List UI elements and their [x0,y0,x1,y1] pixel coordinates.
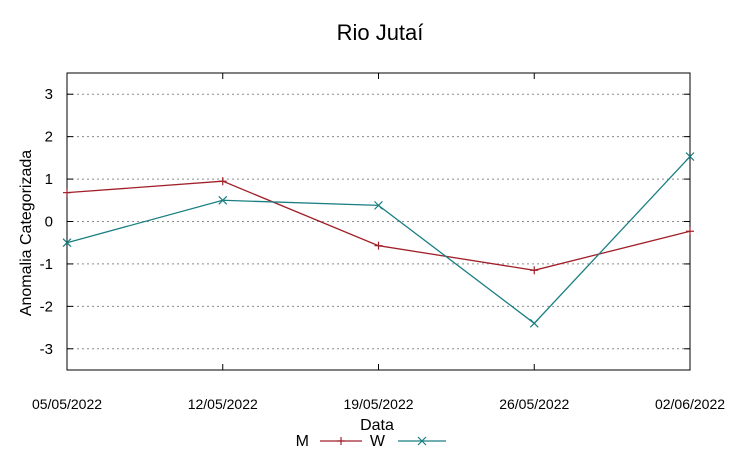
x-tick-label: 05/05/2022 [32,396,102,412]
y-axis-label: Anomalia Categorizada [18,150,35,316]
cross-marker [218,195,228,205]
y-tick-label: 1 [45,171,53,188]
y-axis-ticks: 3 2 1 0 -1 -2 -3 [40,86,690,358]
legend-item-m: M [296,433,362,450]
plus-marker [530,266,539,275]
grid-lines [67,93,690,350]
y-tick-label: -3 [40,341,53,358]
plus-marker [63,188,71,197]
cross-marker [62,238,72,248]
cross-marker [529,318,539,328]
y-tick-label: -2 [40,298,53,315]
x-tick-label: 26/05/2022 [499,396,569,412]
x-tick-label: 19/05/2022 [343,396,413,412]
plus-marker [686,227,694,236]
cross-marker [685,152,695,162]
y-tick-label: -1 [40,256,53,273]
x-tick-label: 12/05/2022 [188,396,258,412]
chart-title: Rio Jutaí [337,20,424,45]
cross-marker [417,436,427,446]
legend-label: W [370,433,386,450]
series-w [62,152,695,328]
cross-marker [374,200,383,210]
y-tick-label: 0 [45,214,53,231]
series-lines [62,152,695,328]
y-tick-label: 2 [45,129,53,146]
plus-marker [337,437,345,445]
x-axis-label: Data [360,417,394,434]
plus-marker [218,177,227,186]
series-line [66,156,691,325]
x-tick-label: 02/06/2022 [655,396,725,412]
x-axis-ticks: 05/05/2022 12/05/2022 19/05/2022 26/05/2022… [32,73,725,412]
legend-item-w: W [370,433,446,450]
legend-label: M [296,433,309,450]
plus-marker [374,241,383,250]
y-tick-label: 3 [45,86,53,103]
series-m [63,177,694,275]
